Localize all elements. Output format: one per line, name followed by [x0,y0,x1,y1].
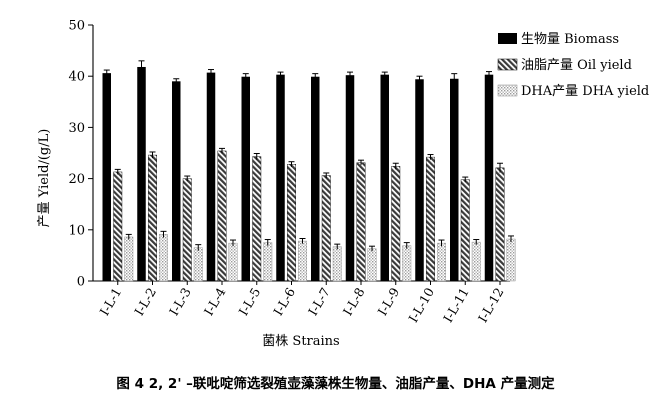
x-tick-label: I-L-12 [475,285,507,325]
x-tick-label: I-L-6 [270,285,298,318]
bar-hatched-I-L-8 [356,162,366,282]
bar-solid-I-L-10 [415,79,424,281]
bar-dotted-I-L-2 [159,234,168,282]
bar-dotted-I-L-12 [506,238,516,282]
x-tick-label: I-L-5 [236,285,264,318]
x-tick-label: I-L-3 [166,285,194,318]
y-tick-label: 50 [68,19,85,34]
bar-hatched-I-L-7 [321,175,331,282]
x-tick-label: I-L-2 [131,285,159,318]
legend: 生物量 Biomass 油脂产量 Oil yield DHA产量 DHA yield [497,32,649,99]
legend-label: DHA产量 DHA yield [521,84,649,99]
bar-dotted-I-L-3 [193,247,203,282]
bar-hatched-I-L-9 [391,166,401,282]
figure-caption: 图 4 2, 2' –联吡啶筛选裂殖壶藻藻株生物量、油脂产量、DHA 产量测定 [116,376,555,392]
bars [102,60,516,282]
y-tick-label: 10 [68,223,85,238]
bar-hatched-I-L-5 [252,156,262,282]
bar-dotted-I-L-11 [471,241,481,282]
bar-dotted-I-L-5 [263,242,273,282]
y-tick-label: 30 [68,121,85,136]
bar-dotted-I-L-9 [402,245,412,282]
legend-swatch-solid [498,33,517,44]
x-tick-label: I-L-10 [405,285,437,325]
bar-solid-I-L-12 [484,74,494,281]
x-tick-label: I-L-7 [305,285,333,318]
x-tick-label: I-L-9 [375,285,403,318]
y-axis-label: 产量 Yield/(g/L) [37,129,52,228]
bar-dotted-I-L-10 [437,242,446,282]
bar-dotted-I-L-8 [367,248,377,282]
x-axis-label: 菌株 Strains [262,334,339,349]
bar-hatched-I-L-6 [287,164,296,282]
bar-solid-I-L-1 [102,73,111,282]
y-tick-label: 40 [68,70,85,85]
bar-solid-I-L-9 [380,74,389,281]
bar-hatched-I-L-12 [495,167,505,282]
bar-hatched-I-L-11 [460,179,470,282]
bar-solid-I-L-11 [450,78,459,281]
bar-solid-I-L-5 [241,76,250,281]
bar-hatched-I-L-2 [148,154,157,282]
legend-label: 生物量 Biomass [521,32,619,47]
bar-dotted-I-L-7 [332,246,342,282]
y-tick-label: 20 [68,172,85,187]
bar-dotted-I-L-6 [298,240,307,282]
bar-hatched-I-L-3 [182,178,192,282]
legend-swatch-hatched [497,58,518,71]
bar-solid-I-L-6 [276,74,285,281]
x-tick-label: I-L-1 [97,285,125,318]
bar-solid-I-L-4 [206,72,216,281]
legend-label: 油脂产量 Oil yield [521,58,632,73]
x-tick-label: I-L-4 [201,285,229,318]
x-tick-label: I-L-8 [340,285,368,318]
legend-swatch-dotted [497,84,518,97]
bar-solid-I-L-8 [345,75,355,282]
bar-hatched-I-L-10 [426,156,435,282]
bar-dotted-I-L-1 [124,236,134,282]
bar-solid-I-L-7 [311,76,320,281]
bar-solid-I-L-2 [137,66,146,281]
bar-dotted-I-L-4 [228,242,238,282]
bar-hatched-I-L-4 [217,150,227,282]
bar-solid-I-L-3 [172,81,181,281]
y-tick-label: 0 [77,275,85,290]
x-tick-label: I-L-11 [440,285,472,325]
bar-hatched-I-L-1 [113,171,123,282]
